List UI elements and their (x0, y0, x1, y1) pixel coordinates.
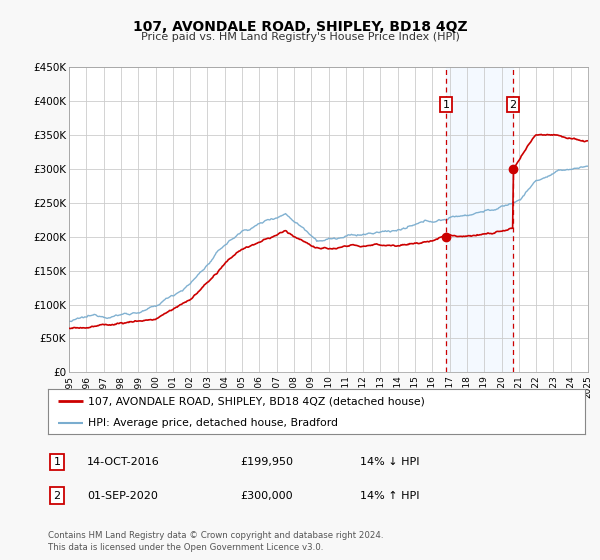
Bar (446, 67, 513, 372)
Text: 01-SEP-2020: 01-SEP-2020 (88, 491, 158, 501)
Text: 14% ↑ HPI: 14% ↑ HPI (360, 491, 420, 501)
Text: 2: 2 (509, 100, 517, 110)
Text: 107, AVONDALE ROAD, SHIPLEY, BD18 4QZ (detached house): 107, AVONDALE ROAD, SHIPLEY, BD18 4QZ (d… (88, 396, 425, 407)
Text: Contains HM Land Registry data © Crown copyright and database right 2024.
This d: Contains HM Land Registry data © Crown c… (48, 531, 383, 552)
Text: 14% ↓ HPI: 14% ↓ HPI (360, 457, 420, 467)
Text: 1: 1 (442, 100, 449, 110)
Text: Price paid vs. HM Land Registry's House Price Index (HPI): Price paid vs. HM Land Registry's House … (140, 32, 460, 43)
Text: 1: 1 (53, 457, 61, 467)
Text: 107, AVONDALE ROAD, SHIPLEY, BD18 4QZ: 107, AVONDALE ROAD, SHIPLEY, BD18 4QZ (133, 20, 467, 34)
Text: 14-OCT-2016: 14-OCT-2016 (86, 457, 160, 467)
Text: £199,950: £199,950 (241, 457, 293, 467)
Text: HPI: Average price, detached house, Bradford: HPI: Average price, detached house, Brad… (88, 418, 338, 428)
Text: £300,000: £300,000 (241, 491, 293, 501)
Text: 2: 2 (53, 491, 61, 501)
